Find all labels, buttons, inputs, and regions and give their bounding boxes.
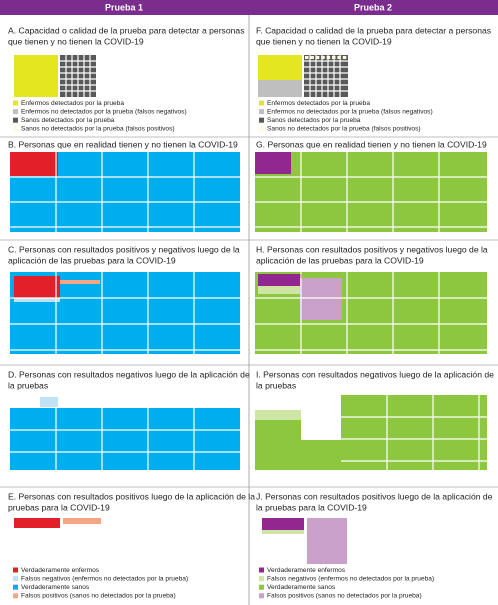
panel-title: aplicación de las pruebas para la COVID-…	[256, 255, 424, 265]
block	[255, 152, 487, 232]
panel-title: la pruebas para la COVID-19	[256, 502, 367, 512]
legend-swatch	[13, 126, 18, 132]
panel-title: B. Personas que en realidad tienen y no …	[8, 139, 238, 149]
block	[341, 395, 487, 470]
legend-label: Verdaderamente sanos	[21, 584, 90, 591]
legend-swatch	[13, 584, 18, 590]
block	[14, 298, 60, 302]
legend-swatch	[259, 100, 264, 106]
panel-title: C. Personas con resultados positivos y n…	[8, 244, 240, 254]
panel-title: que tienen y no tienen la COVID-19	[8, 36, 144, 46]
block	[258, 274, 302, 286]
legend-label: Falsos negativos (enfermos no detectados…	[267, 575, 434, 582]
legend-swatch	[13, 593, 18, 599]
panel-title: pruebas para la COVID-19	[8, 502, 110, 512]
legend-label: Enfermos detectados por la prueba	[21, 100, 124, 107]
legend-label: Sanos no detectados por la prueba (falso…	[267, 126, 421, 133]
block	[14, 55, 58, 97]
panel-title: I. Personas con resultados negativos lue…	[256, 369, 494, 379]
legend-label: Enfermos no detectados por la prueba (fa…	[267, 108, 433, 115]
legend-swatch	[13, 117, 18, 123]
block	[255, 410, 301, 420]
legend-label: Enfermos detectados por la prueba	[267, 100, 370, 107]
legend-label: Enfermos no detectados por la prueba (fa…	[21, 108, 187, 115]
block	[300, 278, 342, 320]
marker	[305, 56, 309, 59]
legend-swatch	[13, 109, 18, 115]
legend-label: Falsos positivos (sanos no detectados po…	[267, 593, 422, 600]
marker	[332, 56, 336, 59]
panel-title: que tienen y no tienen la COVID-19	[256, 36, 392, 46]
block	[307, 518, 347, 564]
legend-swatch	[259, 593, 264, 599]
panel-title: la pruebas	[8, 380, 48, 390]
panel-title: H. Personas con resultados positivos y n…	[256, 244, 488, 254]
block	[10, 152, 58, 176]
legend-label: Falsos negativos (enfermos no detectados…	[21, 575, 188, 582]
block	[255, 152, 291, 174]
legend-swatch	[259, 126, 264, 132]
column-header: Prueba 2	[354, 2, 392, 12]
legend-swatch	[13, 576, 18, 582]
column-header: Prueba 1	[105, 2, 143, 12]
marker	[337, 56, 341, 59]
block	[14, 518, 60, 528]
marker	[315, 56, 320, 59]
legend-label: Verdaderamente enfermos	[21, 567, 100, 574]
panel-title: E. Personas con resultados positivos lue…	[8, 491, 255, 501]
legend-swatch	[259, 576, 264, 582]
legend-label: Falsos positivos (sanos no detectados po…	[21, 593, 176, 600]
panel-title: D. Personas con resultados negativos lue…	[8, 369, 250, 379]
legend-swatch	[13, 100, 18, 106]
legend-swatch	[259, 584, 264, 590]
header-bar	[0, 0, 498, 15]
panel-title: J. Personas con resultados positivos lue…	[256, 491, 493, 501]
block	[63, 518, 101, 524]
legend-swatch	[259, 117, 264, 123]
block	[258, 286, 302, 294]
block	[60, 280, 100, 284]
legend-label: Sanos detectados por la prueba	[21, 117, 115, 124]
legend-label: Sanos no detectados por la prueba (falso…	[21, 126, 175, 133]
legend-swatch	[259, 109, 264, 115]
marker	[310, 56, 314, 59]
marker	[321, 56, 325, 59]
legend-label: Sanos detectados por la prueba	[267, 117, 361, 124]
marker	[326, 56, 331, 59]
block	[262, 518, 304, 530]
block	[40, 397, 58, 407]
legend-label: Verdaderamente enfermos	[267, 567, 346, 574]
block	[258, 80, 302, 97]
legend-swatch	[13, 567, 18, 573]
marker	[342, 56, 347, 59]
panel-title: la pruebas	[256, 380, 296, 390]
panel-title: F. Capacidad o calidad de la prueba para…	[256, 25, 491, 35]
block	[304, 55, 348, 97]
block	[14, 276, 60, 298]
panel-title: aplicación de las pruebas para la COVID-…	[8, 255, 176, 265]
legend-swatch	[259, 567, 264, 573]
panel-title: G. Personas que en realidad tienen y no …	[256, 139, 487, 149]
legend-label: Verdaderamente sanos	[267, 584, 336, 591]
block	[262, 530, 304, 534]
block	[10, 408, 240, 470]
block	[301, 440, 341, 470]
panel-title: A. Capacidad o calidad de la prueba para…	[8, 25, 245, 35]
